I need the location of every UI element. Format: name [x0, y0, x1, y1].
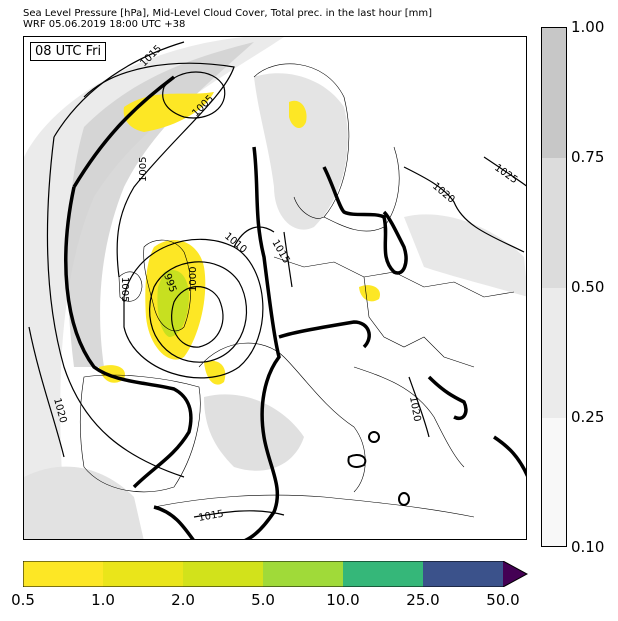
- precip-tick-label: 10.0: [326, 591, 360, 609]
- precip-central-europe: [359, 285, 380, 302]
- isobar-label: 1005: [119, 277, 130, 302]
- thick-isobar-central: [244, 146, 281, 539]
- precip-bin-0: [23, 561, 103, 587]
- precip-bin-1: [103, 561, 183, 587]
- precip-tick-label: 1.0: [91, 591, 115, 609]
- isobar-label: 1020: [407, 396, 422, 423]
- isobar-layer: [28, 41, 526, 518]
- cloud-tick-label: 1.00: [571, 18, 605, 36]
- thick-isobar-west: [64, 75, 193, 489]
- isobar-low-1005: [149, 261, 247, 363]
- coast-iberia: [79, 374, 201, 493]
- precip-bar-outline: [23, 561, 528, 587]
- weather-map: 1015 1005 1005 1010 1015 1020 1025 995 1…: [23, 36, 527, 540]
- isobar-label: 1025: [492, 162, 519, 186]
- isobar-1015-n: [283, 231, 293, 288]
- cloud-northeast: [404, 214, 526, 297]
- thick-isobar-alps: [278, 320, 371, 349]
- cloud-cover-colorbar: [541, 27, 567, 547]
- precip-bin-4: [343, 561, 423, 587]
- contour-small: [398, 492, 410, 506]
- thick-isobar-balkans: [427, 375, 468, 420]
- isobar-1020-balkans: [408, 376, 430, 438]
- chart-title: Sea Level Pressure [hPa], Mid-Level Clou…: [23, 8, 433, 19]
- isobar-1015-west: [46, 41, 185, 478]
- precip-west-france: [204, 360, 226, 385]
- precip-bin-2: [183, 561, 263, 587]
- cloud-tick-label: 0.25: [571, 408, 605, 426]
- isobar-label: 1020: [430, 181, 457, 206]
- precip-norway: [289, 100, 307, 129]
- precip-north-atlantic: [123, 92, 214, 132]
- cloud-tick-label: 0.50: [571, 278, 605, 296]
- coast-france-italy: [198, 342, 366, 493]
- isobar-1005-west: [83, 62, 235, 278]
- precip-bin-5: [423, 561, 503, 587]
- cloud-cover-layer: [24, 37, 526, 539]
- thick-isobar-med: [153, 505, 195, 539]
- thick-isobar-layer: [64, 75, 526, 539]
- forecast-time-label: 08 UTC Fri: [30, 42, 107, 61]
- model-run-info: WRF 05.06.2019 18:00 UTC +38: [23, 19, 186, 30]
- isobar-north-low-1005: [162, 71, 226, 119]
- isobar-label: 1015: [269, 238, 291, 266]
- precip-tick-label: 0.5: [11, 591, 35, 609]
- map-canvas: 1015 1005 1005 1010 1015 1020 1025 995 1…: [24, 37, 526, 539]
- isobar-1025-east: [483, 156, 526, 187]
- thick-isobar-east: [493, 435, 526, 477]
- precip-tick-label: 2.0: [171, 591, 195, 609]
- isobar-1010: [123, 238, 264, 379]
- isobar-low-1000: [171, 286, 224, 348]
- cloud-south-atlantic: [24, 466, 144, 539]
- border-east: [363, 276, 475, 368]
- precip-tick-label: 5.0: [251, 591, 275, 609]
- isobar-label: 1015: [198, 509, 225, 524]
- contour-small: [368, 431, 380, 443]
- precip-extend-arrow: [503, 561, 527, 587]
- small-contours: [347, 431, 410, 506]
- isobar-label: 1005: [138, 157, 149, 182]
- isobar-label: 1000: [188, 267, 199, 292]
- precip-tick-label: 50.0: [486, 591, 520, 609]
- coast-north-africa: [153, 494, 475, 518]
- precip-bin-3: [263, 561, 343, 587]
- cloud-bin-075-100: [542, 28, 566, 158]
- cloud-bin-010-025: [542, 418, 566, 546]
- cloud-scandinavia: [254, 73, 348, 230]
- coast-balkans: [353, 366, 465, 468]
- isobar-1020-southwest: [28, 326, 65, 458]
- cloud-band-inner: [67, 42, 254, 367]
- cloud-tick-label: 0.75: [571, 148, 605, 166]
- isobar-1010-ne: [233, 226, 275, 248]
- cloud-bin-025-050: [542, 288, 566, 418]
- thick-isobar-baltic: [322, 166, 408, 275]
- cloud-bin-050-075: [542, 158, 566, 288]
- precipitation-colorbar: [23, 561, 528, 587]
- coast-scandinavia: [253, 63, 350, 219]
- cloud-south-france: [204, 394, 304, 471]
- precip-tick-label: 25.0: [406, 591, 440, 609]
- contour-sicily: [347, 454, 367, 468]
- isobar-1020-east: [403, 166, 525, 253]
- cloud-tick-label: 0.10: [571, 538, 605, 556]
